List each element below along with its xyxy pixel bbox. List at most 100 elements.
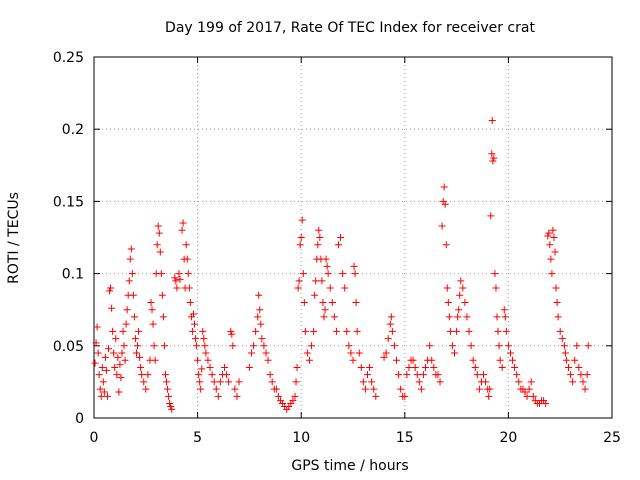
data-point	[368, 378, 376, 386]
data-point	[160, 342, 168, 350]
y-tick-label: 0.1	[62, 267, 84, 283]
data-point	[393, 356, 401, 364]
data-point	[258, 335, 266, 343]
data-point	[564, 363, 572, 371]
data-point	[298, 216, 306, 224]
data-point	[553, 298, 561, 306]
data-point	[292, 378, 300, 386]
data-point	[451, 349, 459, 357]
data-point	[212, 385, 220, 393]
data-point	[126, 255, 134, 263]
data-point	[134, 342, 142, 350]
data-point	[583, 371, 591, 379]
data-point	[544, 232, 552, 240]
data-point	[405, 363, 413, 371]
data-point	[252, 327, 260, 335]
data-point	[448, 342, 456, 350]
data-point	[352, 298, 360, 306]
data-point	[496, 356, 504, 364]
data-point	[413, 371, 421, 379]
data-point	[584, 342, 592, 350]
data-point	[136, 353, 144, 361]
data-point	[480, 371, 488, 379]
data-point	[459, 284, 467, 292]
data-point	[164, 385, 172, 393]
data-point	[353, 327, 361, 335]
data-point	[294, 284, 302, 292]
data-point	[315, 226, 323, 234]
data-point	[142, 385, 150, 393]
data-point	[140, 378, 148, 386]
data-point	[260, 342, 268, 350]
data-point	[163, 378, 171, 386]
data-point	[339, 270, 347, 278]
data-point	[93, 323, 101, 331]
data-point	[411, 363, 419, 371]
data-point	[201, 342, 209, 350]
data-point	[337, 234, 345, 241]
x-axis-label: GPS time / hours	[291, 458, 408, 474]
data-point	[137, 363, 145, 371]
data-point	[438, 222, 446, 230]
data-point	[350, 262, 358, 270]
data-point	[192, 335, 200, 343]
data-point	[108, 304, 116, 312]
data-point	[569, 378, 577, 386]
data-point	[380, 353, 388, 361]
data-point	[546, 241, 554, 249]
data-point	[233, 392, 241, 400]
y-tick-label: 0.15	[53, 194, 84, 210]
data-point	[521, 388, 529, 396]
data-point	[556, 327, 564, 335]
data-point	[422, 363, 430, 371]
data-point	[436, 378, 444, 386]
data-point	[301, 327, 309, 335]
data-point	[386, 320, 394, 328]
data-point	[347, 349, 355, 357]
data-point	[115, 388, 123, 396]
data-point	[97, 392, 105, 400]
data-point	[147, 298, 155, 306]
data-point	[255, 291, 263, 299]
data-point	[179, 219, 187, 227]
data-point	[498, 363, 506, 371]
data-point	[190, 320, 198, 328]
data-point	[299, 270, 307, 278]
data-point	[419, 371, 427, 379]
data-point	[361, 385, 369, 393]
data-point	[409, 356, 417, 364]
data-point	[370, 385, 378, 393]
data-point	[127, 245, 135, 253]
data-point	[453, 327, 461, 335]
x-axis-ticks: 0 5 10 15 20 25	[90, 57, 621, 446]
data-point	[99, 378, 107, 386]
data-point	[324, 270, 332, 278]
data-point	[150, 342, 158, 350]
data-point	[388, 327, 396, 335]
data-point	[482, 378, 490, 386]
y-tick-label: 0.2	[62, 122, 84, 138]
data-point	[119, 327, 127, 335]
data-point	[445, 313, 453, 321]
data-point	[417, 385, 425, 393]
data-point	[92, 339, 100, 347]
data-point	[176, 275, 184, 283]
data-point	[455, 306, 463, 314]
data-point	[567, 371, 575, 379]
data-point	[558, 335, 566, 343]
x-tick-label: 5	[193, 430, 202, 446]
data-point	[129, 291, 137, 299]
data-point	[312, 277, 320, 285]
data-point	[323, 262, 331, 270]
data-point	[208, 371, 216, 379]
data-point	[326, 284, 334, 292]
data-point	[132, 349, 140, 357]
data-point	[571, 356, 579, 364]
data-point	[123, 306, 131, 314]
data-point	[183, 255, 191, 263]
data-point	[91, 359, 99, 367]
data-point	[372, 392, 380, 400]
plot-frame	[93, 56, 613, 419]
data-point	[395, 371, 403, 379]
data-point	[473, 371, 481, 379]
